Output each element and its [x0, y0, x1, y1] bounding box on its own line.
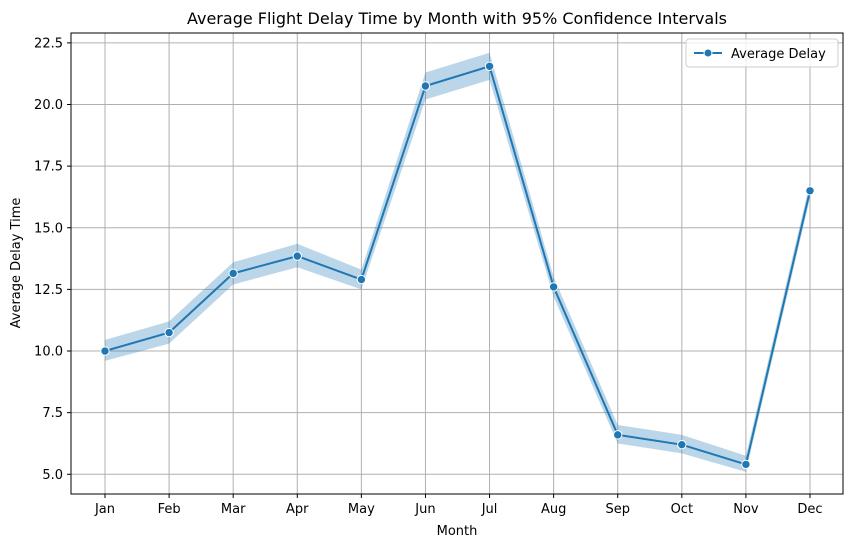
y-tick-label: 7.5 — [42, 406, 63, 421]
confidence-interval-area — [105, 52, 810, 472]
plot-frame — [70, 32, 844, 495]
x-tick-label: Sep — [605, 502, 630, 517]
series-points — [100, 61, 815, 470]
legend-marker — [703, 48, 713, 58]
data-point — [100, 346, 110, 356]
data-point — [805, 186, 815, 196]
y-tick-label: 22.5 — [34, 36, 63, 51]
x-tick-label: May — [348, 502, 375, 517]
x-tick-label: Dec — [797, 502, 822, 517]
x-axis-label: Month — [437, 524, 478, 539]
x-tick-label: Jul — [481, 502, 498, 517]
x-tick-label: Jun — [414, 502, 435, 517]
x-tick-label: Feb — [158, 502, 181, 517]
x-tick-label: Nov — [733, 502, 759, 517]
y-tick-label: 10.0 — [34, 345, 63, 360]
data-point — [484, 61, 495, 71]
chart-title: Average Flight Delay Time by Month with … — [187, 9, 727, 28]
data-point — [356, 274, 367, 285]
data-point — [741, 459, 751, 470]
legend: Average Delay — [685, 38, 839, 68]
y-tick-label: 20.0 — [34, 98, 63, 113]
data-point — [164, 327, 174, 338]
data-point — [613, 430, 623, 440]
y-tick-label: 17.5 — [34, 160, 63, 175]
grid — [71, 33, 843, 494]
average-delay-line — [104, 65, 811, 466]
x-tick-label: Aug — [541, 502, 566, 517]
x-tick-label: Oct — [671, 502, 693, 517]
y-tick-label: 12.5 — [34, 283, 63, 298]
legend-label: Average Delay — [731, 47, 826, 62]
x-tick-label: Mar — [221, 502, 246, 517]
y-tick-label: 5.0 — [42, 468, 63, 483]
data-point — [292, 251, 302, 261]
x-tick-label: Jan — [94, 502, 115, 517]
data-point — [677, 439, 687, 450]
series-line — [104, 65, 811, 466]
confidence-band — [105, 52, 810, 472]
data-point — [420, 81, 431, 91]
y-axis-label: Average Delay Time — [9, 198, 24, 329]
x-axis-ticks: Jan Feb Mar Apr May Jun Jul Aug Sep Oct Nov Dec — [94, 494, 823, 517]
data-point — [228, 268, 238, 279]
legend-box — [685, 38, 839, 68]
data-point — [548, 282, 559, 292]
y-tick-label: 15.0 — [34, 221, 63, 236]
y-axis-ticks: 5.0 7.5 10.0 12.5 15.0 17.5 20.0 22.5 — [34, 36, 71, 483]
x-tick-label: Apr — [286, 502, 309, 517]
